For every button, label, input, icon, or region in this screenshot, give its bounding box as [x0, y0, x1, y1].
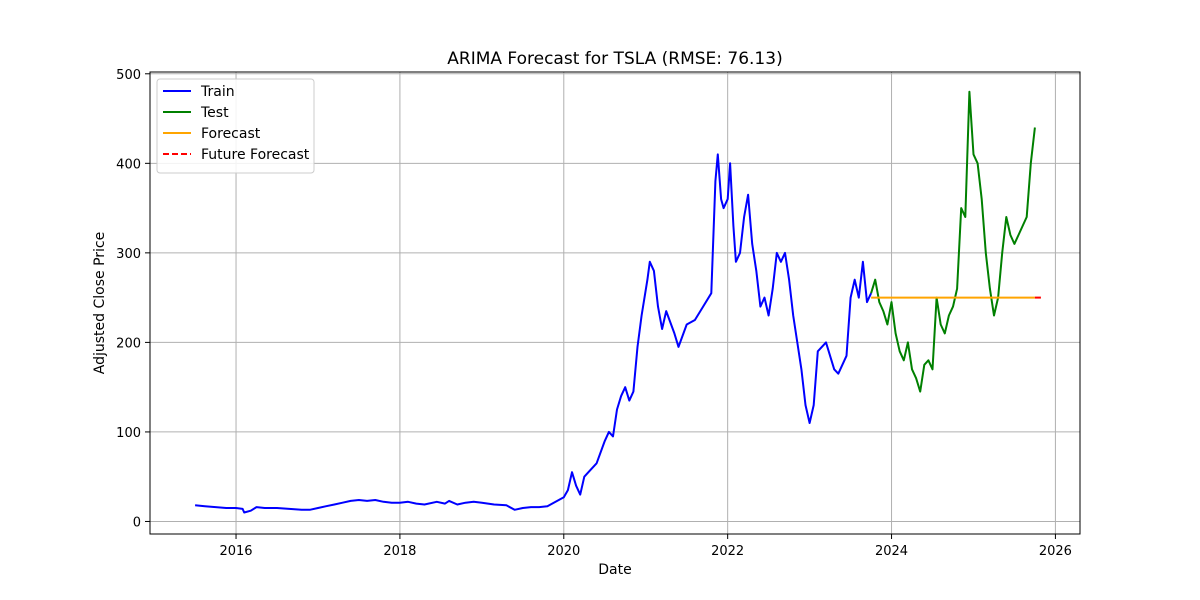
- x-tick-label: 2018: [383, 544, 416, 559]
- y-tick-label: 500: [116, 68, 141, 83]
- legend-label-test: Test: [200, 105, 229, 121]
- x-tick-label: 2020: [547, 544, 580, 559]
- x-tick-label: 2026: [1039, 544, 1072, 559]
- x-tick-label: 2024: [875, 544, 908, 559]
- y-axis-label: Adjusted Close Price: [92, 232, 108, 374]
- y-tick-label: 200: [116, 336, 141, 351]
- test-series-line: [870, 90, 1036, 393]
- y-tick-label: 100: [116, 426, 141, 441]
- x-axis-label: Date: [598, 562, 631, 578]
- chart-title: ARIMA Forecast for TSLA (RMSE: 76.13): [447, 49, 782, 69]
- train-series-line: [195, 153, 873, 514]
- series-layer: [195, 90, 1044, 514]
- y-tick-label: 400: [116, 157, 141, 172]
- legend: Train Test Forecast Future Forecast: [156, 78, 315, 174]
- legend-box: [156, 78, 315, 174]
- ticks: 2016 2018 2020 2022 2024 2026 0 100 200 300 400 500: [116, 68, 1072, 559]
- plot-frame: [149, 71, 1081, 535]
- x-tick-label: 2016: [219, 544, 252, 559]
- legend-label-future-forecast: Future Forecast: [201, 147, 310, 163]
- y-tick-label: 300: [116, 247, 141, 262]
- legend-label-forecast: Forecast: [201, 126, 261, 142]
- x-tick-label: 2022: [711, 544, 744, 559]
- legend-label-train: Train: [200, 84, 235, 100]
- y-tick-label: 0: [133, 515, 141, 530]
- grid: [150, 72, 1080, 534]
